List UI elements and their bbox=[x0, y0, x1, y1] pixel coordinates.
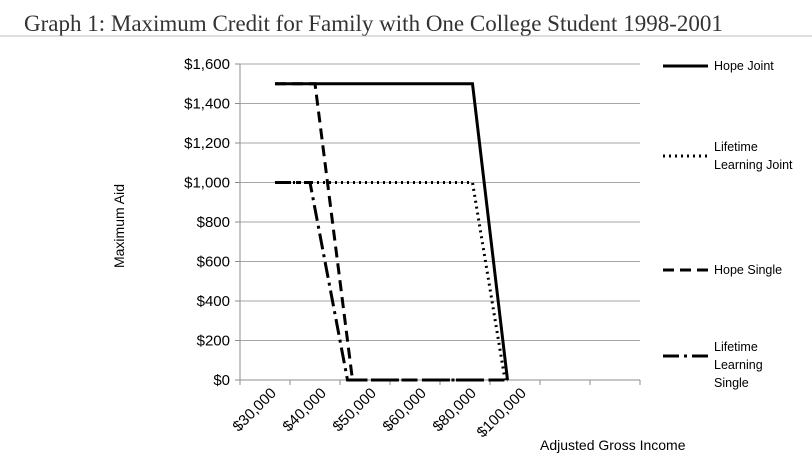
y-tick-label: $800 bbox=[197, 214, 230, 231]
legend-label: Lifetime bbox=[714, 140, 758, 154]
x-tick-label: $40,000 bbox=[279, 385, 329, 435]
series-line bbox=[275, 181, 508, 382]
legend-label: Learning Joint bbox=[714, 158, 793, 172]
y-tick-label: $400 bbox=[197, 293, 230, 310]
legend-label: Hope Joint bbox=[714, 59, 774, 73]
y-tick-label: $1,000 bbox=[184, 175, 230, 192]
y-axis-label: Maximum Aid bbox=[111, 184, 127, 268]
x-tick-label: $80,000 bbox=[429, 385, 479, 435]
legend: Hope Joint Lifetime Learning Joint Hope Sin… bbox=[663, 59, 793, 390]
y-tick-label: $1,400 bbox=[184, 96, 230, 113]
series-line bbox=[275, 82, 508, 382]
series-line bbox=[275, 82, 509, 381]
y-tick-label: $0 bbox=[213, 372, 230, 389]
series-line bbox=[275, 181, 507, 381]
y-tick-label: $1,600 bbox=[184, 56, 230, 73]
x-tick-label: $50,000 bbox=[329, 385, 379, 435]
x-tick-labels: $30,000 $40,000 $50,000 $60,000 $80,000$100,… bbox=[229, 385, 529, 441]
x-tick-label: $100,000 bbox=[474, 385, 530, 441]
y-tick-label: $600 bbox=[197, 254, 230, 271]
gridlines bbox=[240, 63, 640, 341]
y-tick-label: $1,200 bbox=[184, 135, 230, 152]
legend-label: Learning bbox=[714, 358, 763, 372]
legend-label: Single bbox=[714, 376, 749, 390]
axes bbox=[235, 63, 641, 385]
y-tick-labels: $0 $200 $400 $600 $800 $1,000 $1,200 $1,400 $1,6… bbox=[184, 56, 230, 389]
y-tick-label: $200 bbox=[197, 333, 230, 350]
series-lines bbox=[275, 82, 509, 382]
legend-label: Hope Single bbox=[714, 263, 782, 277]
x-tick-label: $30,000 bbox=[229, 385, 279, 435]
chart-title: Graph 1: Maximum Credit for Family with … bbox=[24, 11, 723, 36]
legend-label: Lifetime bbox=[714, 340, 758, 354]
x-axis-label: Adjusted Gross Income bbox=[540, 437, 686, 453]
x-tick-label: $60,000 bbox=[379, 385, 429, 435]
